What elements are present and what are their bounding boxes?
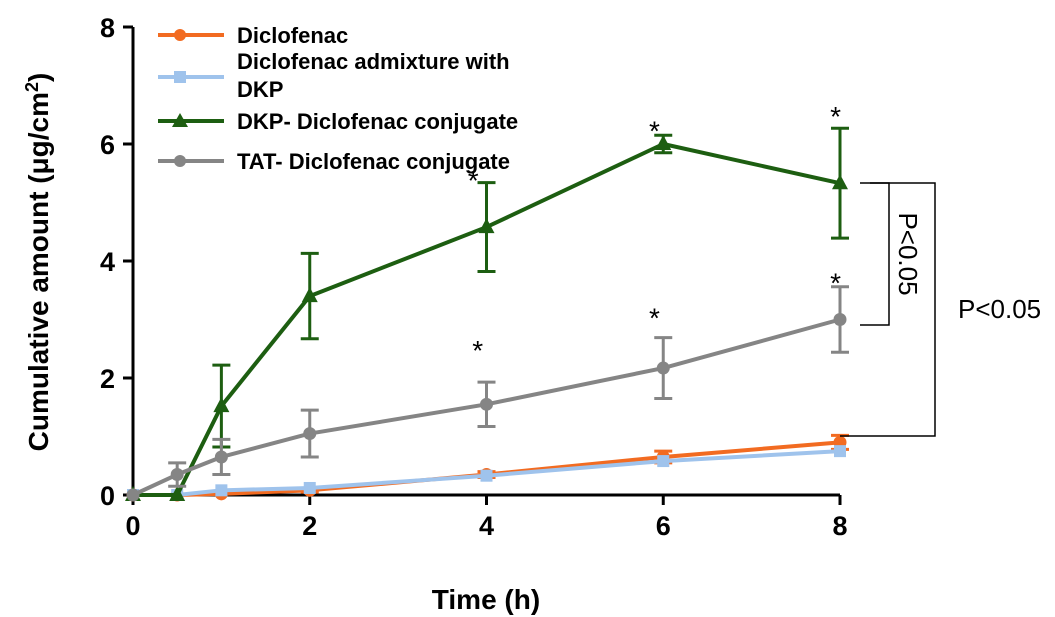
significance-star: * [472, 335, 483, 366]
y-axis-title-main: Cumulative amount (μg/cm [23, 92, 54, 451]
legend-label: TAT- Diclofenac conjugate [237, 149, 510, 174]
legend-marker [174, 29, 186, 41]
y-tick-label: 0 [100, 481, 115, 511]
x-tick-label: 8 [832, 511, 847, 541]
x-tick-label: 2 [302, 511, 317, 541]
data-point [833, 313, 847, 326]
legend-label: Diclofenac [237, 23, 348, 48]
p-value-horizontal: P<0.05 [958, 294, 1041, 324]
data-point [126, 488, 140, 502]
data-point [301, 287, 318, 303]
bracket-inner [860, 182, 890, 326]
legend-marker [172, 113, 188, 127]
legend-item-tat-conjugate: TAT- Diclofenac conjugate [158, 149, 510, 174]
data-point [169, 486, 186, 501]
data-point [303, 427, 317, 441]
significance-star: * [830, 268, 841, 299]
bracket-outer [840, 182, 936, 437]
y-tick-label: 2 [100, 364, 115, 394]
data-point [303, 481, 316, 494]
series-2 [125, 126, 849, 501]
significance-stars: * * * * * * [468, 101, 841, 366]
data-point [834, 445, 846, 458]
data-point [480, 397, 493, 411]
data-point [657, 455, 670, 468]
y-tick-label: 4 [100, 247, 115, 277]
series-layer [125, 126, 849, 502]
data-point [213, 397, 230, 413]
significance-star: * [830, 101, 841, 132]
legend-item-admixture: Diclofenac admixture with DKP [158, 49, 510, 102]
legend-label: DKP- Diclofenac conjugate [237, 109, 518, 134]
y-axis-title: Cumulative amount (μg/cm2) [22, 73, 54, 452]
data-point [656, 361, 670, 375]
data-point [832, 174, 848, 190]
y-tick-label: 8 [100, 13, 115, 43]
series-3 [126, 285, 849, 502]
y-axis-title-close: ) [23, 73, 54, 82]
significance-star: * [649, 303, 660, 334]
y-tick-label: 6 [100, 130, 115, 160]
legend-item-diclofenac: Diclofenac [158, 23, 348, 48]
data-point [170, 468, 184, 482]
x-tick-label: 6 [656, 511, 671, 541]
y-axis-title-sup: 2 [22, 82, 42, 92]
axes: 0 2 4 6 8 0 2 4 6 8 [100, 13, 848, 541]
legend-label-line1: Diclofenac admixture with [237, 49, 510, 74]
x-axis-title: Time (h) [432, 584, 540, 615]
data-point [480, 469, 493, 482]
legend-marker [174, 155, 186, 167]
legend-item-dkp-conjugate: DKP- Diclofenac conjugate [158, 109, 518, 134]
legend-label-line2: DKP [237, 77, 283, 102]
significance-star: * [468, 165, 479, 196]
data-point [214, 450, 228, 464]
x-tick-label: 4 [479, 511, 494, 541]
significance-star: * [649, 115, 660, 146]
p-value-vertical: P<0.05 [893, 212, 923, 295]
legend-marker [174, 71, 186, 83]
legend: Diclofenac Diclofenac admixture with DKP… [158, 23, 518, 174]
data-point [478, 218, 495, 234]
data-point [215, 484, 228, 497]
data-point [655, 135, 672, 150]
x-tick-label: 0 [125, 511, 140, 541]
